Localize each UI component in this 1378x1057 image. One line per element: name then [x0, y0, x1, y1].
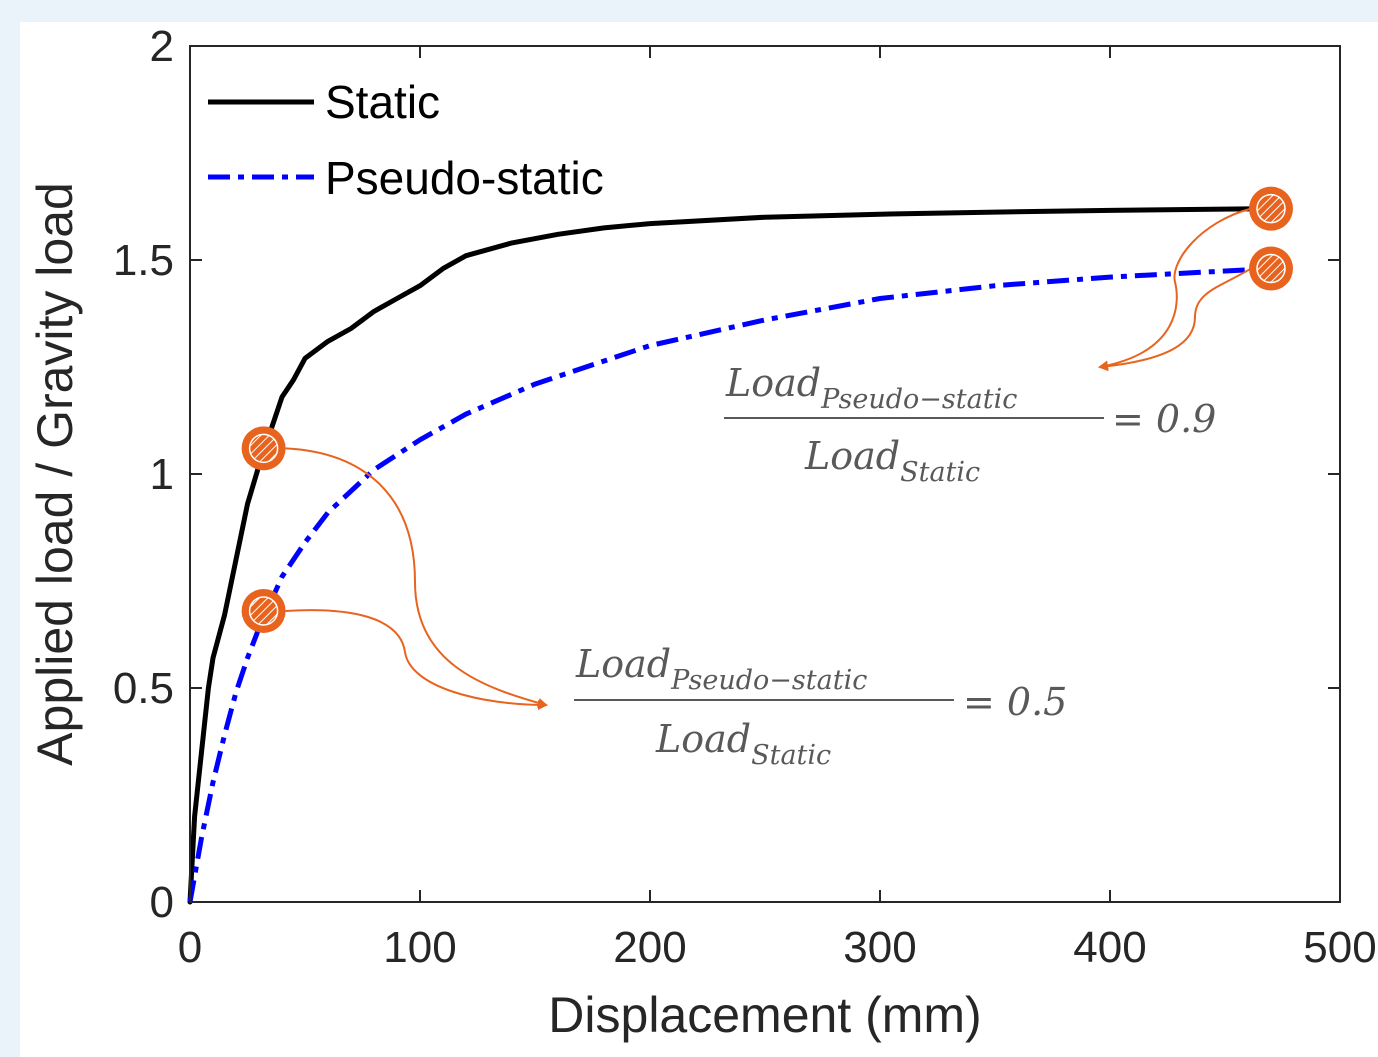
x-tick-label-2: 200 — [613, 923, 686, 972]
ratio-annotation-top: LoadPseudo−static LoadStatic = 0.9 — [724, 361, 1216, 488]
x-tick-label-5: 500 — [1303, 923, 1376, 972]
line-chart: 0 100 200 300 400 500 0 0.5 1 1.5 2 Displacement (… — [27, 22, 1377, 1043]
x-axis-title: Displacement (mm) — [548, 987, 981, 1043]
connector-static-bottom — [285, 447, 548, 708]
x-tick-label-0: 0 — [178, 923, 202, 972]
series-line-pseudo-static — [187, 266, 1272, 903]
y-tick-label-3: 1.5 — [113, 236, 174, 285]
ratio-bottom-denominator: LoadStatic — [655, 717, 831, 771]
y-tick-label-4: 2 — [150, 22, 174, 71]
y-tick-label-0: 0 — [150, 878, 174, 927]
y-axis-title: Applied load / Gravity load — [27, 182, 83, 766]
legend-label-pseudo-static: Pseudo-static — [325, 152, 604, 204]
x-tick-label-3: 300 — [843, 923, 916, 972]
ratio-top-value: = 0.9 — [1112, 397, 1216, 441]
connector-pseudo-bottom — [285, 609, 548, 710]
legend: Static Pseudo-static — [208, 76, 604, 204]
series-line-static — [187, 206, 1274, 905]
legend-label-static: Static — [325, 76, 440, 128]
connector-static-top — [1098, 207, 1252, 371]
y-tick-label-2: 1 — [150, 450, 174, 499]
y-tick-label-1: 0.5 — [113, 664, 174, 713]
ratio-top-numerator: LoadPseudo−static — [725, 361, 1017, 415]
connector-pseudo-top — [1098, 267, 1252, 372]
data-marker-hatch-2 — [248, 433, 279, 464]
ratio-annotation-bottom: LoadPseudo−static LoadStatic = 0.5 — [574, 642, 1067, 771]
data-marker-hatch-0 — [1256, 193, 1286, 224]
ratio-top-denominator: LoadStatic — [804, 434, 980, 488]
ratio-bottom-value: = 0.5 — [963, 680, 1067, 724]
x-tick-label-4: 400 — [1073, 923, 1146, 972]
plot-frame — [189, 45, 1341, 903]
figure-canvas: 0 100 200 300 400 500 0 0.5 1 1.5 2 Displacement (… — [20, 22, 1378, 1057]
ratio-bottom-numerator: LoadPseudo−static — [575, 642, 867, 696]
x-tick-label-1: 100 — [383, 923, 456, 972]
data-marker-hatch-1 — [1256, 253, 1286, 284]
data-marker-hatch-3 — [248, 596, 279, 626]
